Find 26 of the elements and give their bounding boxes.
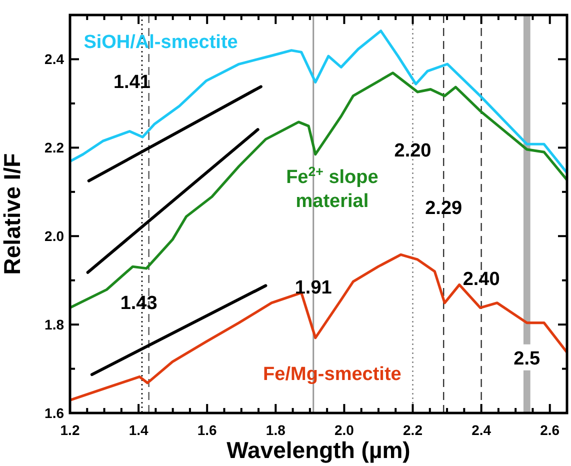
- ref-line-label: 2.40: [462, 268, 500, 290]
- series-label: SiOH/Al-smectite: [84, 32, 238, 54]
- ref-line-label: 1.91: [294, 278, 332, 299]
- x-tick-label: 2.0: [334, 422, 354, 438]
- y-axis-title: Relative I/F: [0, 153, 25, 275]
- ref-line-label: 1.43: [120, 293, 158, 314]
- y-tick-label: 2.2: [44, 140, 64, 156]
- x-tick-label: 2.2: [403, 422, 423, 438]
- series-label: Fe$^{2+}$ slope material: [286, 164, 378, 212]
- y-tick-label: 1.8: [44, 316, 64, 333]
- x-tick-label: 1.2: [60, 422, 80, 438]
- text: Fe/Mg-smectite: [263, 364, 402, 385]
- x-tick-label: 1.8: [266, 422, 286, 438]
- x-tick-label: 2.4: [472, 422, 492, 438]
- y-tick-label: 2.0: [44, 228, 64, 244]
- ref-line-label: 2.29: [425, 198, 462, 219]
- x-axis-title: Wavelength (µm): [226, 437, 410, 463]
- line-series: [70, 253, 567, 402]
- ref-line-label: 2.20: [394, 140, 432, 162]
- x-tick-label: 2.6: [540, 422, 560, 438]
- band-label: 2.5: [514, 348, 541, 370]
- line-series: [70, 72, 567, 310]
- x-tick-label: 1.4: [128, 422, 148, 438]
- y-tick-label: 1.6: [44, 405, 64, 421]
- y-tick-label: 2.4: [44, 51, 64, 68]
- x-tick-label: 1.6: [197, 422, 218, 438]
